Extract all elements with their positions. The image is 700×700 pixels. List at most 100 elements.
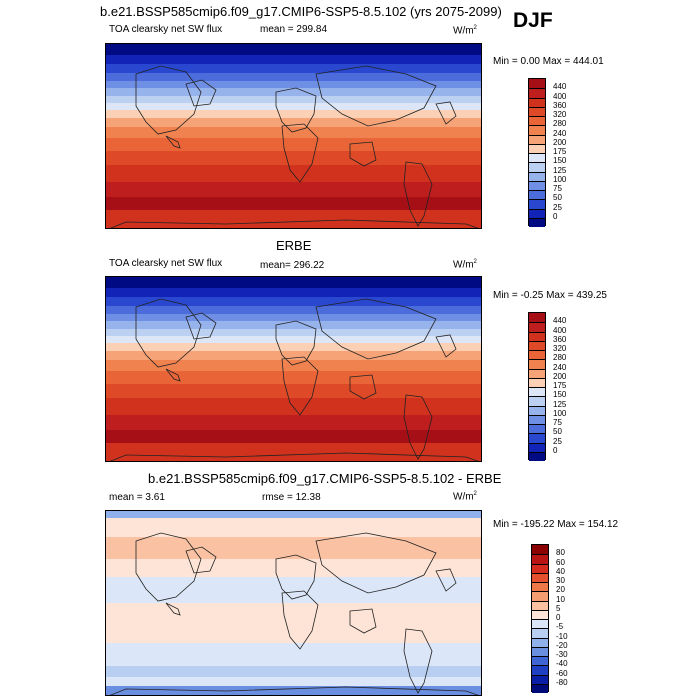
colorbar-swatch <box>532 619 548 629</box>
coastline-path <box>349 141 377 167</box>
colorbar-swatch <box>532 683 548 693</box>
coastline-path <box>349 374 377 400</box>
colorbar-swatch <box>529 405 545 415</box>
field-band <box>106 55 481 65</box>
panel3-field-bands <box>106 511 481 695</box>
coastline-path <box>109 452 479 461</box>
colorbar-swatch <box>532 646 548 656</box>
field-band <box>106 676 481 687</box>
panel1-field-label: TOA clearsky net SW flux <box>109 24 223 35</box>
panel1-field-bands <box>106 44 481 228</box>
colorbar-tick-label: 175 <box>553 381 567 390</box>
coastline-path <box>435 568 457 592</box>
coastline-path <box>165 135 181 149</box>
colorbar-tick-label: 400 <box>553 91 567 101</box>
colorbar-swatch <box>532 591 548 601</box>
panel1-minmax: Min = 0.00 Max = 444.01 <box>493 56 604 67</box>
colorbar-tick-label: 440 <box>553 82 567 92</box>
coastline-path <box>185 312 217 340</box>
colorbar-swatch <box>529 88 545 98</box>
colorbar-tick-label: 30 <box>556 576 565 585</box>
colorbar-swatch <box>532 637 548 647</box>
colorbar-tick-label: 20 <box>556 585 565 595</box>
panel2-field-label: TOA clearsky net SW flux <box>109 258 223 269</box>
colorbar-swatch <box>529 424 545 434</box>
colorbar-swatch <box>532 563 548 573</box>
panel3-rmse-label: rmse = <box>262 492 293 503</box>
field-band <box>106 335 481 344</box>
colorbar-swatch <box>529 377 545 387</box>
field-band <box>106 150 481 166</box>
panel1-mean: mean = 299.84 <box>260 25 327 35</box>
field-band <box>106 313 481 322</box>
field-band <box>106 536 481 560</box>
coastline-path <box>315 532 437 594</box>
panel1-units: W/m2 <box>453 25 477 37</box>
colorbar-swatch <box>529 79 545 89</box>
field-band <box>106 88 481 97</box>
colorbar-swatch <box>529 396 545 406</box>
coastline-path <box>185 546 217 574</box>
colorbar-tick-label: 240 <box>553 128 567 138</box>
colorbar-swatch <box>529 217 545 227</box>
coastline-path <box>403 394 433 460</box>
coastline-path <box>281 590 319 650</box>
colorbar-swatch <box>532 582 548 592</box>
colorbar-swatch <box>529 387 545 397</box>
colorbar-tick-label: -10 <box>556 631 568 641</box>
coastline-path <box>435 334 457 358</box>
colorbar-swatch <box>532 572 548 582</box>
colorbar-swatch <box>529 116 545 126</box>
panel2-mean: mean= 296.22 <box>260 261 324 271</box>
field-band <box>106 182 481 198</box>
colorbar-tick-label: 0 <box>553 445 558 455</box>
coastline-path <box>435 101 457 125</box>
colorbar-swatch <box>529 313 545 323</box>
coastline-path <box>281 356 319 416</box>
colorbar-tick-label: 400 <box>553 325 567 335</box>
colorbar-tick-label: 360 <box>553 334 567 344</box>
colorbar-tick-label: 240 <box>553 362 567 372</box>
colorbar-tick-label: 200 <box>553 137 567 147</box>
colorbar-tick-label: 50 <box>553 193 562 203</box>
field-band <box>106 643 481 667</box>
colorbar-tick-label: -40 <box>556 659 568 669</box>
panel1-title: b.e21.BSSP585cmip6.f09_g17.CMIP6-SSP5-8.… <box>100 4 502 19</box>
panel2-colorbar <box>528 312 546 461</box>
coastline-path <box>135 532 202 602</box>
colorbar-tick-label: 10 <box>556 594 565 604</box>
colorbar-swatch <box>529 97 545 107</box>
field-band <box>106 415 481 431</box>
field-band <box>106 297 481 307</box>
panel1-map <box>105 43 482 229</box>
colorbar-tick-label: 440 <box>553 316 567 326</box>
colorbar-tick-label: 0 <box>556 613 561 622</box>
colorbar-tick-label: 125 <box>553 399 567 409</box>
colorbar-swatch <box>529 190 545 200</box>
colorbar-tick-label: 125 <box>553 165 567 175</box>
colorbar-tick-label: 320 <box>553 344 567 353</box>
colorbar-swatch <box>529 322 545 332</box>
coastline-path <box>109 219 479 228</box>
field-band <box>106 685 481 695</box>
panel2-field-bands <box>106 277 481 461</box>
field-band <box>106 343 481 352</box>
coastline-path <box>165 368 181 382</box>
colorbar-tick-label: 0 <box>553 211 558 221</box>
colorbar-tick-label: -60 <box>556 668 568 678</box>
field-band <box>106 73 481 82</box>
panel3-map <box>105 510 482 696</box>
colorbar-tick-label: 150 <box>553 156 567 166</box>
field-band <box>106 577 481 604</box>
colorbar-tick-label: 25 <box>553 436 562 446</box>
panel2-title: ERBE <box>276 238 312 253</box>
field-band <box>106 80 481 89</box>
field-band <box>106 328 481 337</box>
colorbar-tick-label: 60 <box>556 557 565 567</box>
colorbar-swatch <box>532 656 548 666</box>
field-band <box>106 370 481 385</box>
colorbar-swatch <box>529 451 545 461</box>
panel1-colorbar <box>528 78 546 227</box>
panel3-rmse-value: 12.38 <box>295 492 321 503</box>
field-band <box>106 196 481 211</box>
